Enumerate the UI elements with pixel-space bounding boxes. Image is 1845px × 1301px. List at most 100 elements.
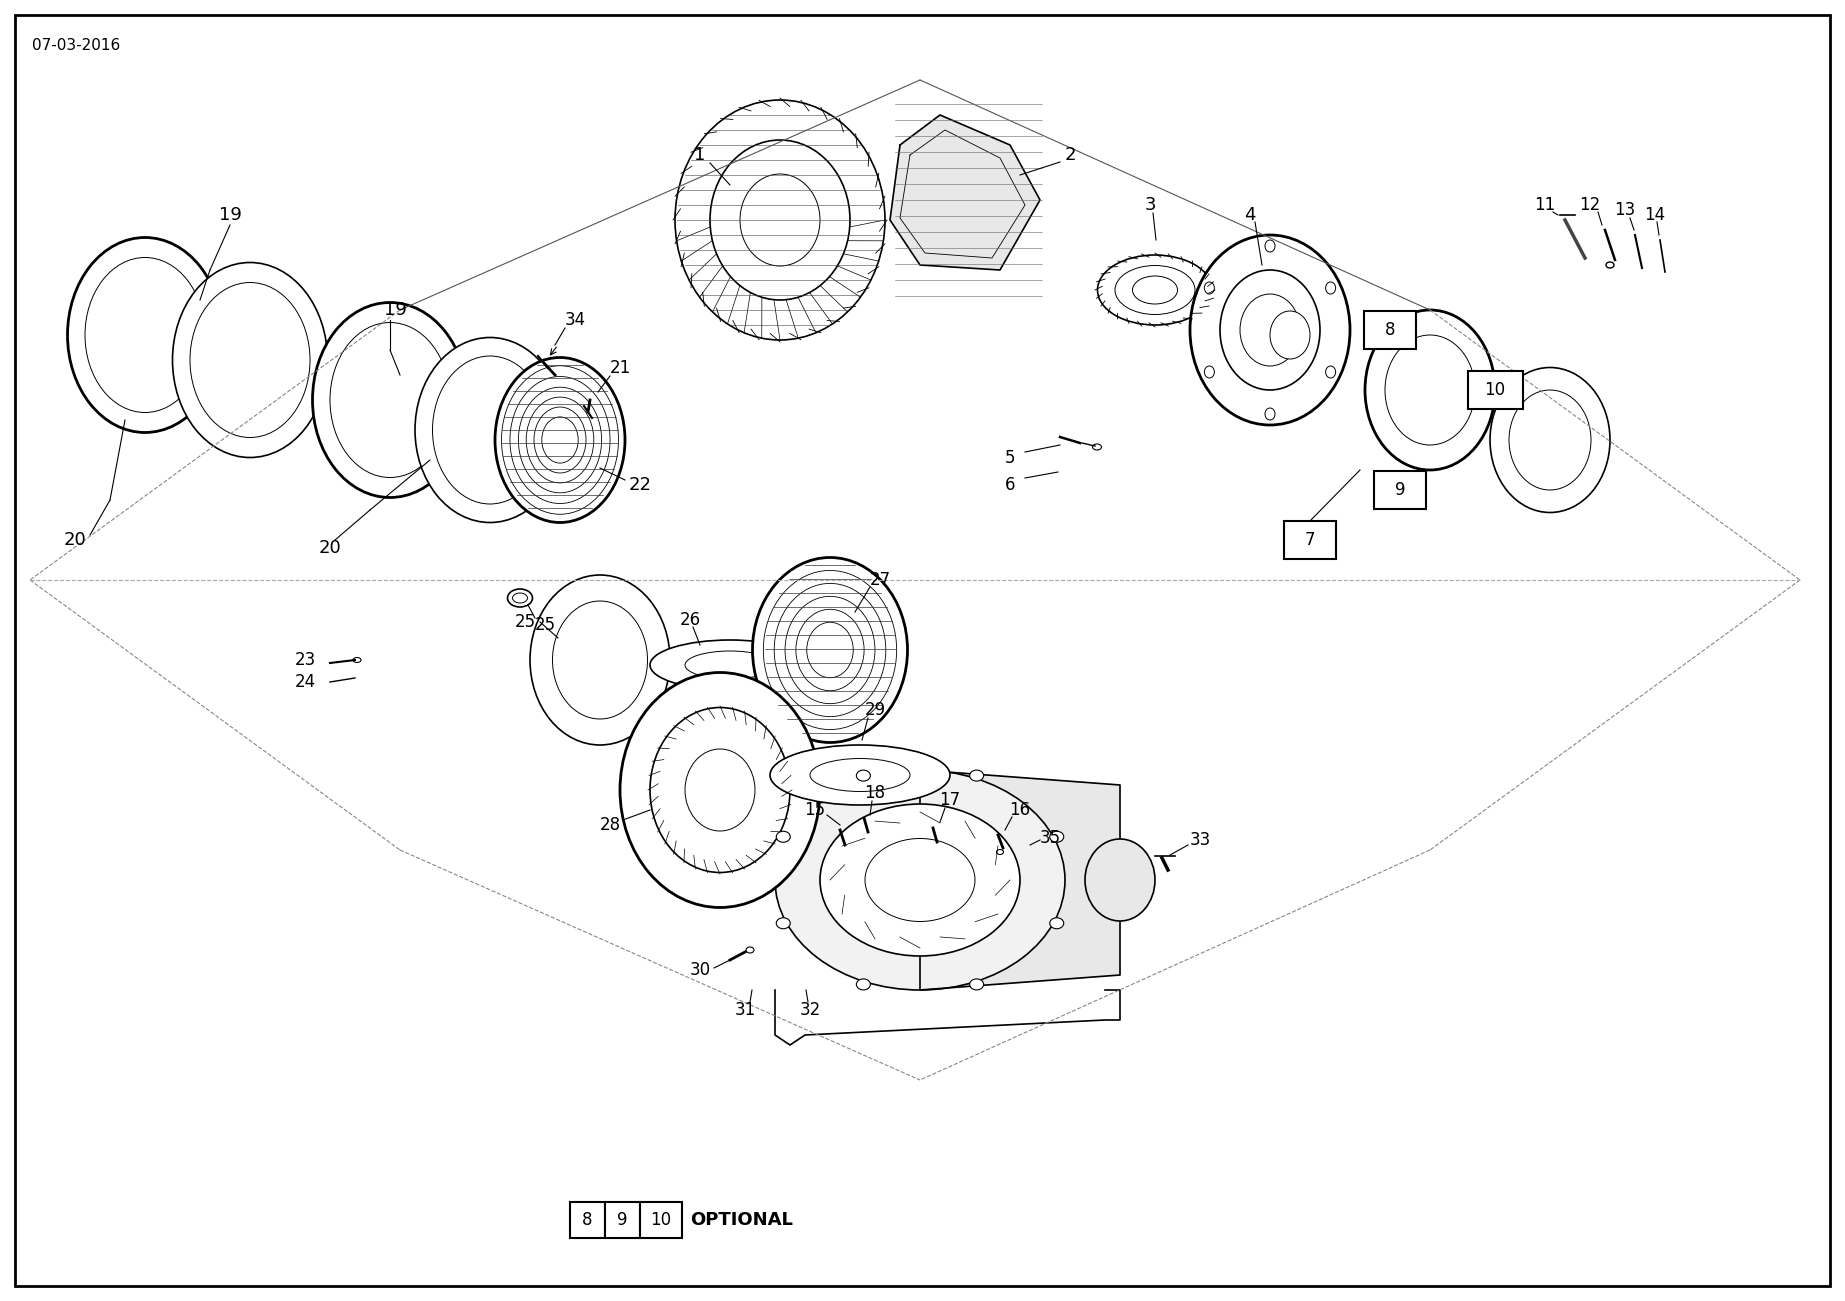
Text: 29: 29	[865, 701, 886, 719]
Text: 7: 7	[1304, 531, 1315, 549]
Ellipse shape	[352, 657, 362, 662]
Text: 33: 33	[1190, 831, 1210, 850]
Ellipse shape	[745, 947, 755, 954]
Bar	[1375, 471, 1426, 509]
Bar	[570, 1202, 605, 1239]
Text: 9: 9	[616, 1211, 627, 1229]
Ellipse shape	[684, 650, 775, 679]
Text: 30: 30	[690, 961, 710, 978]
Ellipse shape	[1050, 917, 1065, 929]
Ellipse shape	[432, 356, 548, 503]
Ellipse shape	[1365, 310, 1494, 470]
Text: 17: 17	[939, 791, 961, 809]
Ellipse shape	[764, 570, 897, 730]
Text: 10: 10	[651, 1211, 672, 1229]
Ellipse shape	[312, 303, 467, 497]
Text: 4: 4	[1244, 206, 1256, 224]
Ellipse shape	[526, 397, 594, 483]
Ellipse shape	[1240, 294, 1301, 366]
Ellipse shape	[675, 100, 886, 340]
Bar	[1363, 311, 1415, 349]
Ellipse shape	[502, 366, 618, 514]
Ellipse shape	[775, 770, 1065, 990]
Ellipse shape	[856, 770, 871, 781]
Ellipse shape	[865, 839, 974, 921]
Text: 28: 28	[600, 816, 620, 834]
Text: 31: 31	[734, 1000, 756, 1019]
Ellipse shape	[1205, 366, 1214, 379]
Ellipse shape	[649, 708, 790, 873]
Ellipse shape	[1098, 255, 1212, 325]
Text: 16: 16	[1009, 801, 1031, 820]
Ellipse shape	[1605, 262, 1614, 268]
Ellipse shape	[1190, 235, 1351, 425]
Ellipse shape	[513, 593, 528, 602]
Ellipse shape	[1269, 311, 1310, 359]
Text: 25: 25	[515, 613, 535, 631]
Ellipse shape	[85, 258, 205, 412]
Ellipse shape	[530, 575, 670, 745]
Ellipse shape	[970, 770, 983, 781]
Ellipse shape	[810, 758, 910, 791]
Ellipse shape	[415, 337, 565, 523]
Ellipse shape	[769, 745, 950, 805]
Text: 35: 35	[1039, 829, 1061, 847]
Text: 25: 25	[535, 615, 555, 634]
Ellipse shape	[1325, 366, 1336, 379]
Ellipse shape	[533, 407, 587, 474]
Polygon shape	[921, 770, 1120, 990]
Ellipse shape	[1050, 831, 1065, 842]
Ellipse shape	[1205, 282, 1214, 294]
Text: 14: 14	[1644, 206, 1666, 224]
Text: 34: 34	[565, 311, 585, 329]
Polygon shape	[889, 114, 1041, 271]
Ellipse shape	[710, 141, 851, 301]
Ellipse shape	[190, 282, 310, 437]
Ellipse shape	[1386, 334, 1474, 445]
Ellipse shape	[1325, 282, 1336, 294]
Text: 13: 13	[1614, 200, 1637, 219]
Ellipse shape	[684, 749, 755, 831]
Ellipse shape	[1491, 367, 1611, 513]
Ellipse shape	[509, 376, 611, 503]
Ellipse shape	[777, 917, 790, 929]
Text: 15: 15	[804, 801, 825, 820]
Ellipse shape	[552, 601, 648, 719]
Text: 9: 9	[1395, 481, 1406, 500]
Ellipse shape	[1266, 409, 1275, 420]
Ellipse shape	[777, 831, 790, 842]
Text: 3: 3	[1144, 196, 1155, 213]
Text: 6: 6	[1006, 476, 1015, 494]
Ellipse shape	[970, 978, 983, 990]
Ellipse shape	[1114, 265, 1196, 315]
Ellipse shape	[1085, 839, 1155, 921]
Text: 07-03-2016: 07-03-2016	[31, 38, 120, 53]
Text: 19: 19	[218, 206, 242, 224]
Ellipse shape	[330, 323, 450, 477]
Text: 10: 10	[1485, 381, 1506, 399]
Text: 12: 12	[1579, 196, 1601, 213]
Ellipse shape	[1266, 239, 1275, 252]
Text: 24: 24	[295, 673, 315, 691]
Bar	[640, 1202, 683, 1239]
Ellipse shape	[753, 558, 908, 743]
Ellipse shape	[1220, 271, 1319, 390]
Ellipse shape	[996, 850, 1004, 855]
Ellipse shape	[806, 622, 852, 678]
Ellipse shape	[542, 416, 577, 463]
Text: 5: 5	[1006, 449, 1015, 467]
Bar	[1467, 371, 1522, 409]
Ellipse shape	[1133, 276, 1177, 304]
Text: OPTIONAL: OPTIONAL	[690, 1211, 793, 1229]
Text: 19: 19	[384, 301, 406, 319]
Bar	[1284, 520, 1336, 559]
Ellipse shape	[518, 388, 601, 493]
Ellipse shape	[740, 174, 819, 265]
Text: 21: 21	[609, 359, 631, 377]
Text: 32: 32	[799, 1000, 821, 1019]
Bar	[605, 1202, 640, 1239]
Ellipse shape	[494, 358, 625, 523]
Text: 23: 23	[295, 650, 315, 669]
Ellipse shape	[1509, 390, 1590, 490]
Ellipse shape	[68, 238, 223, 432]
